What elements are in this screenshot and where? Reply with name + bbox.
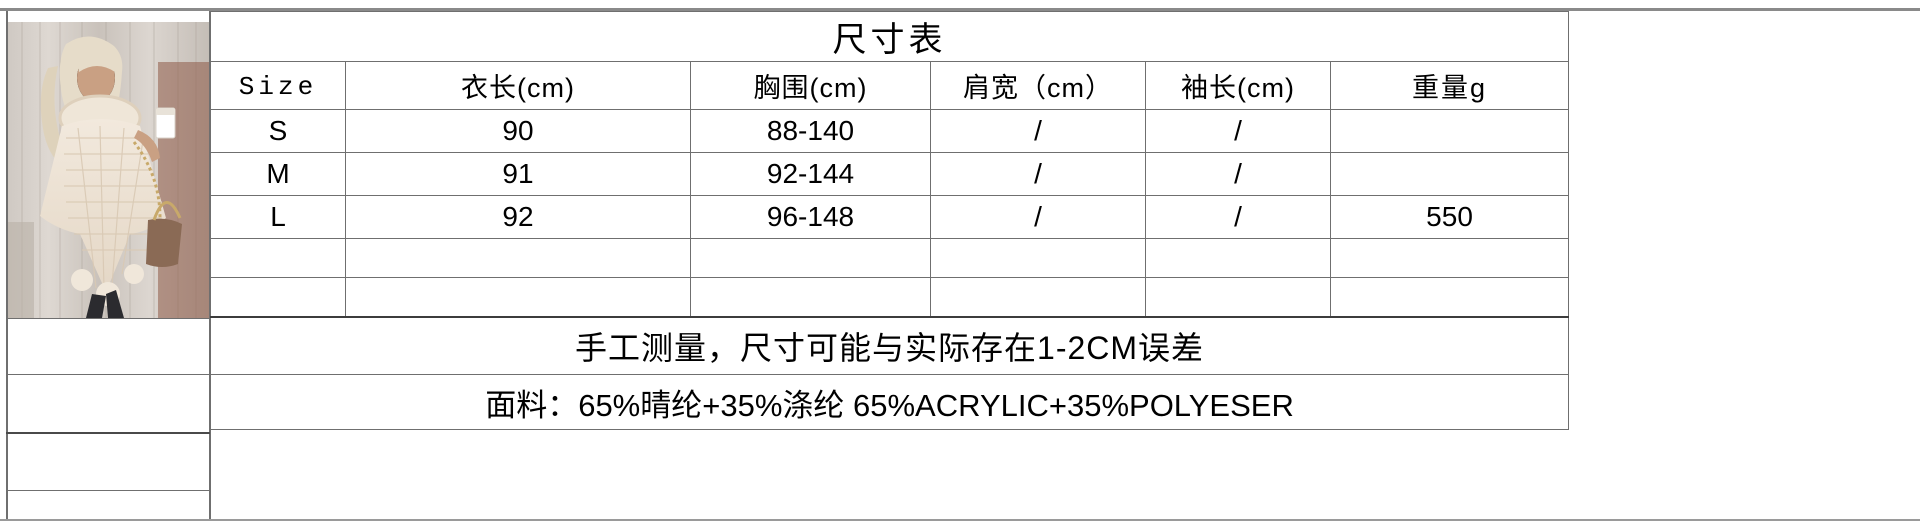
cell-empty [1329, 238, 1570, 278]
chart-title-cell: 尺寸表 [209, 11, 1570, 62]
cell-bust: 96-148 [690, 195, 931, 239]
column-header-shoulder: 肩宽（cm） [930, 61, 1146, 110]
column-header-length: 衣长(cm) [345, 61, 691, 110]
cell-size: L [210, 195, 346, 239]
cell-weight [1329, 152, 1570, 196]
cell-shoulder: / [930, 152, 1146, 196]
column-header-size: Size [210, 61, 346, 110]
cell-empty [210, 277, 346, 318]
cell-empty [690, 277, 931, 318]
cell-length: 90 [345, 109, 691, 153]
cell-empty [930, 238, 1146, 278]
cell-empty [1145, 238, 1331, 278]
photo-column-bottom-border [6, 318, 210, 319]
column-header-weight: 重量g [1329, 61, 1570, 110]
cell-size: S [210, 109, 346, 153]
fabric-note-row: 面料：65%晴纶+35%涤纶 65%ACRYLIC+35%POLYESER [209, 374, 1570, 430]
cell-empty [345, 238, 691, 278]
cell-empty [930, 277, 1146, 318]
table-row-empty [210, 277, 1570, 318]
cell-sleeve: / [1145, 152, 1331, 196]
photo-column-divider-b [6, 432, 210, 434]
cell-empty [690, 238, 931, 278]
cell-length: 91 [345, 152, 691, 196]
measurement-note-row: 手工测量，尺寸可能与实际存在1-2CM误差 [209, 316, 1570, 375]
cell-length: 92 [345, 195, 691, 239]
product-photo [8, 22, 210, 318]
cell-weight: 550 [1329, 195, 1570, 239]
measurement-note: 手工测量，尺寸可能与实际存在1-2CM误差 [209, 316, 1570, 375]
table-row: M 91 92-144 / / [210, 152, 1570, 196]
page-title: 尺寸表 [832, 21, 947, 59]
cell-empty [1329, 277, 1570, 318]
bottom-divider-rule [0, 519, 1920, 521]
fabric-note: 面料：65%晴纶+35%涤纶 65%ACRYLIC+35%POLYESER [209, 374, 1570, 430]
table-title-row: 尺寸表 [209, 11, 1570, 62]
table-row: L 92 96-148 / / 550 [210, 195, 1570, 239]
cell-bust: 92-144 [690, 152, 931, 196]
cell-shoulder: / [930, 109, 1146, 153]
table-header-row: Size 衣长(cm) 胸围(cm) 肩宽（cm） 袖长(cm) 重量g [210, 61, 1570, 110]
photo-column-divider-c [6, 490, 210, 491]
table-row: S 90 88-140 / / [210, 109, 1570, 153]
top-divider-rule [0, 8, 1920, 11]
cell-shoulder: / [930, 195, 1146, 239]
cell-sleeve: / [1145, 109, 1331, 153]
column-header-sleeve: 袖长(cm) [1145, 61, 1331, 110]
cell-empty [345, 277, 691, 318]
cell-sleeve: / [1145, 195, 1331, 239]
cell-empty [1145, 277, 1331, 318]
size-chart-table: 尺寸表 Size 衣长(cm) 胸围(cm) 肩宽（cm） 袖长(cm) [209, 11, 1570, 430]
product-photo-illustration [8, 22, 210, 318]
photo-column-divider-a [6, 374, 210, 375]
cell-bust: 88-140 [690, 109, 931, 153]
table-row-empty [210, 238, 1570, 278]
photo-column-left-border [6, 11, 8, 519]
cell-empty [210, 238, 346, 278]
cell-size: M [210, 152, 346, 196]
column-header-bust: 胸围(cm) [690, 61, 931, 110]
cell-weight [1329, 109, 1570, 153]
